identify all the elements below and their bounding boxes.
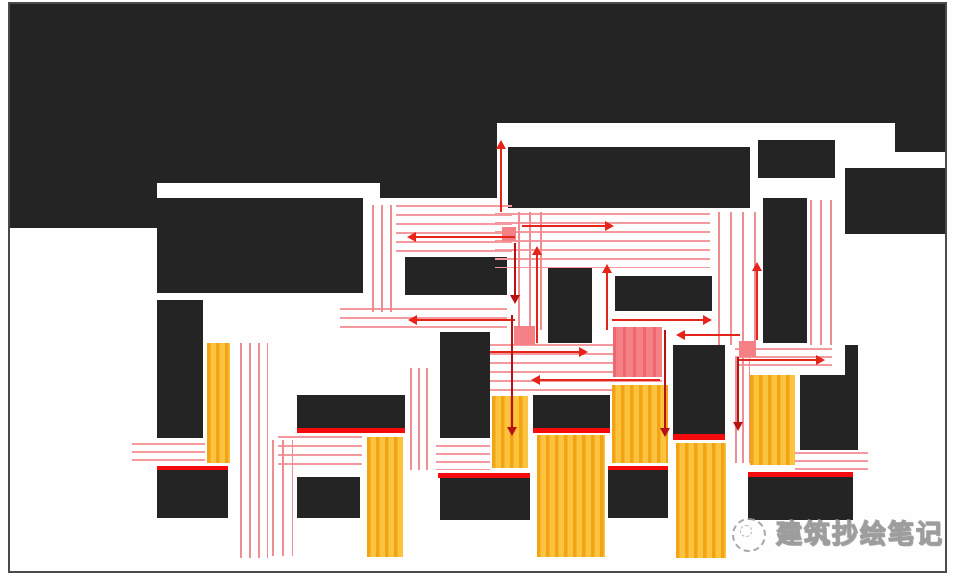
flow-arrow-shaft	[416, 318, 515, 322]
building-block	[845, 345, 858, 376]
building-block	[157, 470, 228, 518]
building-block	[748, 477, 853, 520]
building-block	[758, 140, 835, 178]
flow-arrow-shaft	[755, 270, 759, 340]
courtyard-block-yellow	[612, 385, 668, 463]
entrance-edge-red-line	[297, 428, 405, 433]
flow-arrow-shaft	[736, 357, 740, 423]
flow-arrow-shaft	[510, 315, 514, 428]
building-block	[363, 2, 497, 198]
node-block-pink	[739, 341, 756, 357]
flow-arrow-shaft	[535, 254, 539, 343]
node-block-pink	[502, 227, 516, 241]
building-block	[763, 198, 807, 343]
flow-arrowhead-down	[733, 422, 743, 431]
entrance-edge-red-line	[748, 472, 853, 477]
flow-arrowhead-down	[660, 428, 670, 437]
building-block	[157, 198, 363, 293]
flow-arrowhead-right	[605, 221, 614, 231]
building-block	[440, 478, 530, 520]
watermark-text: 建筑抄绘笔记	[775, 520, 945, 550]
ground-cutout	[157, 183, 380, 198]
building-block	[895, 2, 947, 152]
building-block	[440, 332, 490, 438]
flow-arrowhead-left	[531, 375, 540, 385]
flow-arrow-shaft	[522, 224, 606, 228]
flow-arrow-shaft	[490, 350, 580, 354]
flow-arrow-shaft	[513, 243, 517, 296]
flow-arrowhead-right	[703, 315, 712, 325]
building-block	[297, 477, 360, 518]
flow-arrow-shaft	[415, 235, 515, 239]
building-block	[297, 395, 405, 428]
flow-arrowhead-right	[816, 355, 825, 365]
circulation-hatch-vertical	[518, 212, 548, 330]
flow-arrowhead-right	[579, 347, 588, 357]
circulation-hatch-vertical	[372, 205, 398, 312]
flow-arrow-shaft	[663, 330, 667, 429]
circulation-hatch-vertical	[410, 368, 434, 470]
courtyard-block-yellow	[207, 343, 230, 463]
flow-arrow-shaft	[499, 148, 503, 212]
entrance-edge-red-line	[673, 434, 725, 440]
building-block	[533, 395, 610, 428]
circulation-hatch-vertical	[272, 440, 293, 556]
circulation-hatch-horizontal	[132, 443, 205, 462]
circulation-hatch-horizontal	[396, 205, 512, 252]
building-block	[497, 2, 895, 123]
circulation-hatch-horizontal	[436, 445, 490, 470]
flow-arrowhead-up	[532, 246, 542, 255]
building-block	[157, 300, 203, 438]
node-block-pink	[514, 326, 535, 345]
flow-arrowhead-up	[602, 264, 612, 273]
watermark-sun-logo-icon	[732, 518, 766, 552]
flow-arrowhead-up	[752, 262, 762, 271]
flow-arrow-shaft	[612, 318, 704, 322]
flow-arrowhead-left	[676, 330, 685, 340]
courtyard-block-yellow	[537, 435, 605, 557]
building-block	[673, 345, 725, 434]
building-block	[845, 168, 947, 234]
building-block	[608, 470, 668, 518]
flow-arrowhead-down	[507, 427, 517, 436]
building-block	[405, 257, 507, 295]
building-block	[615, 276, 712, 311]
flow-arrow-shaft	[605, 272, 609, 330]
flow-arrowhead-left	[408, 315, 417, 325]
flow-arrow-shaft	[684, 333, 740, 337]
flow-arrow-shaft	[539, 378, 660, 382]
building-block	[508, 147, 750, 208]
flow-arrowhead-down	[510, 295, 520, 304]
entrance-edge-red-line	[533, 428, 610, 433]
courtyard-block-yellow	[367, 437, 403, 557]
building-block	[8, 2, 157, 228]
building-block	[548, 268, 592, 343]
courtyard-block-yellow	[676, 443, 726, 558]
watermark: 建筑抄绘笔记	[732, 518, 944, 552]
entrance-edge-red-line	[438, 473, 530, 478]
flow-arrowhead-left	[407, 232, 416, 242]
circulation-hatch-vertical	[810, 200, 840, 345]
entrance-edge-red-line	[608, 466, 668, 470]
flow-arrowhead-up	[496, 140, 506, 149]
building-block	[800, 375, 858, 450]
flow-arrow-shaft	[737, 358, 817, 362]
entrance-edge-red-line	[157, 466, 228, 470]
courtyard-block-yellow	[750, 375, 795, 465]
circulation-hatch-vertical	[718, 212, 758, 345]
node-block-pink	[613, 327, 662, 377]
circulation-hatch-horizontal	[795, 452, 868, 470]
circulation-hatch-vertical	[240, 343, 268, 558]
